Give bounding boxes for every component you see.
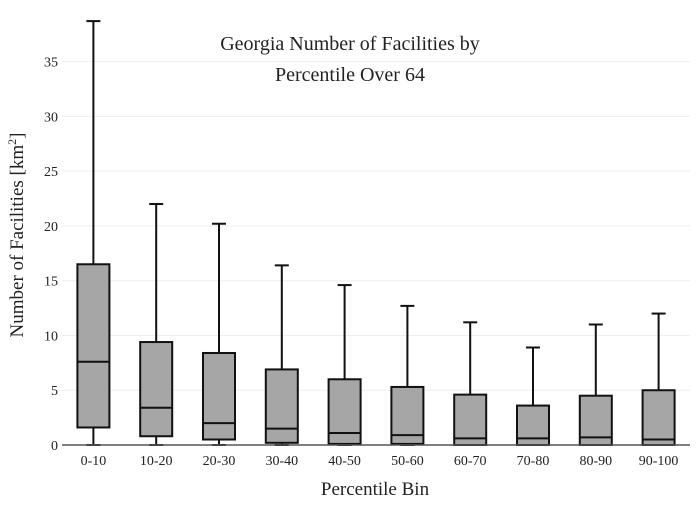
y-tick-label: 0 xyxy=(51,439,58,454)
box-50-60 xyxy=(390,304,425,446)
y-axis-label-superscript: 2 xyxy=(5,139,19,145)
iqr-box xyxy=(139,341,174,438)
y-tick-label: 25 xyxy=(44,165,58,180)
chart-title-line-1: Georgia Number of Facilities by xyxy=(220,33,480,55)
y-tick-label: 5 xyxy=(51,384,58,399)
x-tick-label: 90-100 xyxy=(639,454,679,469)
y-tick-label: 20 xyxy=(44,220,58,235)
y-tick-label: 10 xyxy=(44,329,58,344)
y-tick-label: 15 xyxy=(44,275,58,290)
box-80-90 xyxy=(578,323,613,447)
y-tick-label: 30 xyxy=(44,110,58,125)
x-tick-label: 10-20 xyxy=(140,454,173,469)
box-40-50 xyxy=(327,284,362,446)
iqr-box xyxy=(264,368,299,444)
iqr-box xyxy=(202,351,236,441)
x-tick-label: 40-50 xyxy=(328,454,361,469)
y-axis-label: Number of Facilities [km2] xyxy=(5,133,28,338)
x-tick-label: 70-80 xyxy=(517,454,550,469)
box-0-10 xyxy=(76,20,111,446)
box-10-20 xyxy=(139,203,174,446)
iqr-box xyxy=(327,378,362,445)
gridlines xyxy=(62,61,690,391)
box-20-30 xyxy=(202,222,236,446)
x-tick-label: 0-10 xyxy=(81,454,107,469)
boxes xyxy=(76,20,676,447)
box-90-100 xyxy=(641,312,676,447)
x-tick-label: 20-30 xyxy=(203,454,236,469)
box-60-70 xyxy=(453,321,488,446)
y-tick-label: 35 xyxy=(44,56,58,71)
y-axis-label-suffix: ] xyxy=(7,133,28,139)
axes: 0 5 10 15 20 25 30 35 0-10 10-20 20-30 30-40 40-50 50… xyxy=(44,56,690,469)
x-axis-label: Percentile Bin xyxy=(321,479,430,500)
box-30-40 xyxy=(264,264,299,446)
iqr-box xyxy=(641,389,676,447)
x-tick-label: 30-40 xyxy=(265,454,298,469)
x-tick-label: 50-60 xyxy=(391,454,424,469)
x-tick-label: 80-90 xyxy=(579,454,612,469)
box-70-80 xyxy=(516,346,550,447)
iqr-box xyxy=(76,263,111,429)
chart-title-line-2: Percentile Over 64 xyxy=(275,64,425,86)
y-axis-label-main: Number of Facilities [km xyxy=(7,145,28,338)
x-tick-label: 60-70 xyxy=(454,454,487,469)
